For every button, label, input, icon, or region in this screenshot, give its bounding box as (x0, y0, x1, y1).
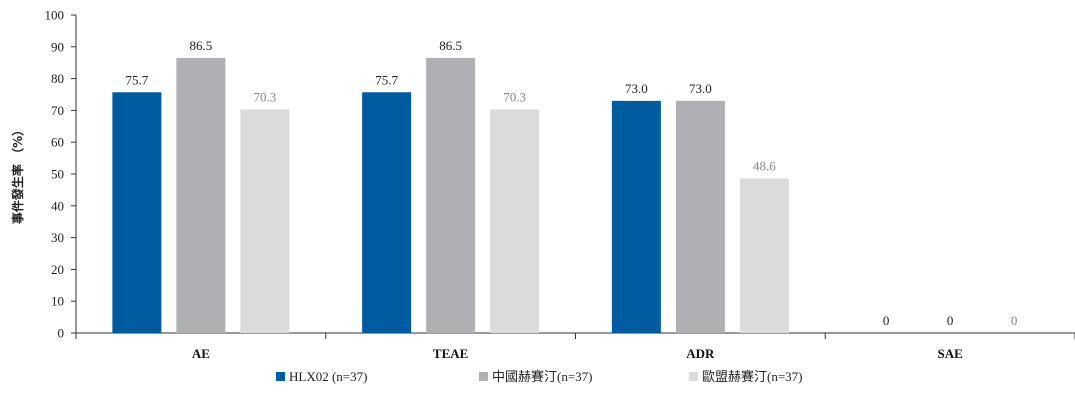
legend-entry: HLX02 (n=37) (289, 369, 367, 384)
y-tick-label: 90 (51, 39, 64, 54)
axes (75, 15, 1075, 339)
y-tick-label: 60 (51, 135, 64, 150)
x-tick-label: AE (192, 346, 210, 361)
data-label: 73.0 (689, 81, 712, 96)
data-label: 0 (883, 313, 890, 328)
value-labels: 75.7 86.5 70.3 75.7 86.5 70.3 73.0 73.0 48.6 0 0 0 (126, 38, 1018, 328)
bar (611, 100, 661, 333)
bar (490, 109, 540, 333)
legend-entry: 歐盟赫賽汀(n=37) (702, 369, 803, 384)
x-tick-label: ADR (686, 346, 715, 361)
y-tick-label: 30 (51, 230, 64, 245)
bar (240, 109, 290, 333)
y-tick-label: 50 (51, 167, 64, 182)
y-tick-label: 80 (51, 71, 64, 86)
y-tick-label: 10 (51, 294, 64, 309)
y-tick-label: 0 (58, 326, 65, 341)
bar (426, 57, 476, 334)
data-label: 70.3 (503, 89, 526, 104)
legend-swatch (689, 372, 698, 381)
data-label: 48.6 (753, 158, 776, 173)
bar (112, 92, 162, 333)
legend: HLX02 (n=37) 中國赫賽汀(n=37) 歐盟赫賽汀(n=37) (276, 369, 803, 384)
bar (176, 57, 226, 334)
data-label: 75.7 (375, 72, 398, 87)
legend-entry: 中國赫賽汀(n=37) (492, 369, 593, 384)
y-tick-label: 100 (45, 8, 65, 23)
bar (739, 178, 789, 333)
data-label: 73.0 (625, 81, 648, 96)
bar (362, 92, 412, 333)
y-ticks: 0 10 20 30 40 50 60 70 80 90 100 (45, 8, 76, 341)
data-label: 0 (1011, 313, 1018, 328)
legend-swatch (479, 372, 488, 381)
y-tick-label: 70 (51, 103, 64, 118)
data-label: 86.5 (190, 38, 213, 53)
category-labels: AE TEAE ADR SAE (192, 346, 963, 361)
bar (675, 100, 725, 333)
data-label: 86.5 (439, 38, 462, 53)
data-label: 75.7 (126, 72, 149, 87)
x-tick-label: TEAE (433, 346, 468, 361)
x-tick-label: SAE (937, 346, 962, 361)
y-tick-label: 20 (51, 262, 64, 277)
y-tick-label: 40 (51, 198, 64, 213)
data-label: 70.3 (254, 89, 277, 104)
bars (112, 57, 789, 334)
y-axis-label: 事件發生率 （%） (10, 124, 25, 224)
legend-swatch (276, 372, 285, 381)
data-label: 0 (947, 313, 954, 328)
